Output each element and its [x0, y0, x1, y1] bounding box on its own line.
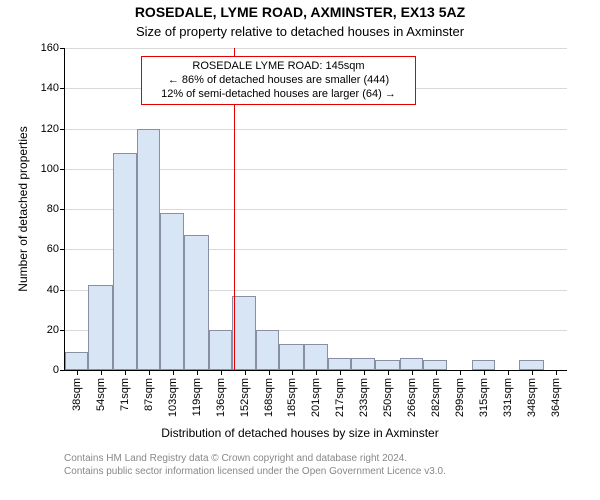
x-tick-label: 201sqm: [310, 378, 322, 417]
histogram-bar: [328, 358, 351, 370]
x-tick: [316, 370, 317, 375]
x-tick: [556, 370, 557, 375]
x-tick-label: 136sqm: [215, 378, 227, 417]
y-tick-label: 20: [23, 324, 65, 336]
histogram-bar: [519, 360, 544, 370]
x-tick-label: 152sqm: [239, 378, 251, 417]
x-tick-label: 119sqm: [191, 378, 203, 416]
attribution-line: Contains HM Land Registry data © Crown c…: [64, 452, 446, 465]
plot-area: 02040608010012014016038sqm54sqm71sqm87sq…: [64, 48, 567, 371]
x-tick: [101, 370, 102, 375]
annotation-line: ROSEDALE LYME ROAD: 145sqm: [148, 60, 409, 74]
histogram-bar: [137, 129, 160, 371]
x-tick-label: 364sqm: [550, 378, 562, 417]
annotation-line: ← 86% of detached houses are smaller (44…: [148, 74, 409, 88]
x-tick-label: 348sqm: [526, 378, 538, 417]
attribution-block: Contains HM Land Registry data © Crown c…: [64, 452, 446, 478]
chart-container: ROSEDALE, LYME ROAD, AXMINSTER, EX13 5AZ…: [0, 0, 600, 500]
annotation-line: 12% of semi-detached houses are larger (…: [148, 88, 409, 102]
y-tick-label: 100: [23, 163, 65, 175]
x-tick: [77, 370, 78, 375]
x-tick: [484, 370, 485, 375]
x-tick: [245, 370, 246, 375]
histogram-bar: [351, 358, 374, 370]
histogram-bar: [232, 296, 255, 370]
x-tick-label: 299sqm: [454, 378, 466, 417]
histogram-bar: [400, 358, 423, 370]
y-tick-label: 80: [23, 203, 65, 215]
x-tick: [388, 370, 389, 375]
annotation-box: ROSEDALE LYME ROAD: 145sqm← 86% of detac…: [141, 56, 416, 105]
x-tick: [125, 370, 126, 375]
x-tick-label: 87sqm: [143, 378, 155, 411]
histogram-bar: [160, 213, 183, 370]
x-tick-label: 331sqm: [502, 378, 514, 417]
y-tick-label: 140: [23, 82, 65, 94]
chart-title: ROSEDALE, LYME ROAD, AXMINSTER, EX13 5AZ: [0, 4, 600, 20]
y-tick-label: 0: [23, 364, 65, 376]
x-tick: [460, 370, 461, 375]
histogram-bar: [304, 344, 327, 370]
x-tick: [173, 370, 174, 375]
x-tick-label: 315sqm: [478, 378, 490, 417]
x-tick-label: 38sqm: [71, 378, 83, 411]
histogram-bar: [472, 360, 495, 370]
x-tick-label: 250sqm: [382, 378, 394, 417]
x-tick-label: 233sqm: [358, 378, 370, 417]
x-tick: [412, 370, 413, 375]
y-tick-label: 120: [23, 123, 65, 135]
x-tick-label: 103sqm: [167, 378, 179, 417]
x-tick-label: 54sqm: [95, 378, 107, 411]
attribution-line: Contains public sector information licen…: [64, 465, 446, 478]
chart-subtitle: Size of property relative to detached ho…: [0, 24, 600, 39]
histogram-bar: [256, 330, 279, 370]
x-tick: [364, 370, 365, 375]
histogram-bar: [184, 235, 209, 370]
x-tick: [532, 370, 533, 375]
x-tick: [340, 370, 341, 375]
histogram-bar: [88, 285, 113, 370]
y-tick-label: 160: [23, 42, 65, 54]
histogram-bar: [113, 153, 136, 370]
x-tick: [221, 370, 222, 375]
gridline: [65, 48, 567, 49]
x-tick: [292, 370, 293, 375]
x-tick-label: 71sqm: [119, 378, 131, 411]
x-tick-label: 168sqm: [263, 378, 275, 417]
x-tick-label: 282sqm: [430, 378, 442, 417]
histogram-bar: [65, 352, 88, 370]
histogram-bar: [423, 360, 446, 370]
x-tick-label: 217sqm: [334, 378, 346, 417]
histogram-bar: [279, 344, 304, 370]
x-tick: [436, 370, 437, 375]
x-axis-label: Distribution of detached houses by size …: [0, 426, 600, 440]
histogram-bar: [209, 330, 232, 370]
x-tick: [149, 370, 150, 375]
y-tick-label: 40: [23, 284, 65, 296]
histogram-bar: [375, 360, 400, 370]
x-tick-label: 266sqm: [406, 378, 418, 417]
x-tick: [269, 370, 270, 375]
x-tick: [508, 370, 509, 375]
x-tick: [197, 370, 198, 375]
y-tick-label: 60: [23, 243, 65, 255]
x-tick-label: 185sqm: [286, 378, 298, 417]
